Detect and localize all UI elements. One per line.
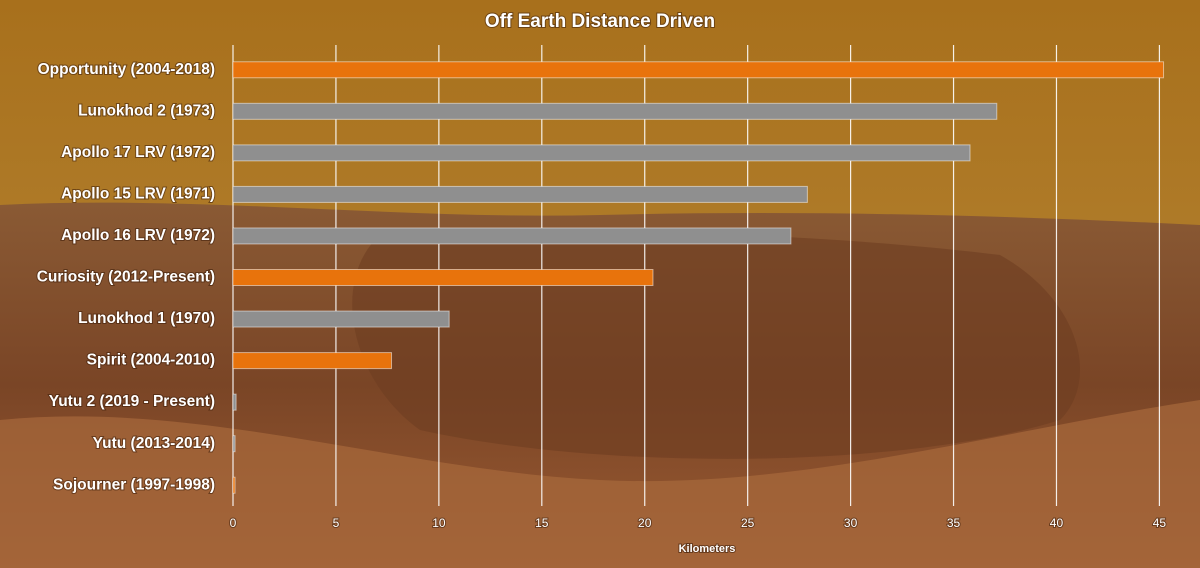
x-tick-label: 40 bbox=[1050, 516, 1064, 530]
x-tick-label: 5 bbox=[333, 516, 340, 530]
y-tick-label: Yutu (2013-2014) bbox=[93, 435, 215, 452]
y-tick-label: Lunokhod 1 (1970) bbox=[78, 310, 215, 327]
bar bbox=[232, 61, 1165, 79]
y-tick-label: Apollo 16 LRV (1972) bbox=[61, 227, 215, 244]
chart-title: Off Earth Distance Driven bbox=[485, 11, 715, 32]
x-axis-label: Kilometers bbox=[679, 543, 736, 555]
x-tick-label: 0 bbox=[230, 516, 237, 530]
x-tick-label: 10 bbox=[432, 516, 446, 530]
x-tick-label: 45 bbox=[1153, 516, 1167, 530]
bar bbox=[232, 352, 393, 370]
y-tick-label: Curiosity (2012-Present) bbox=[37, 269, 215, 286]
bar bbox=[232, 269, 654, 286]
y-tick-label: Lunokhod 2 (1973) bbox=[78, 102, 215, 119]
x-tick-label: 15 bbox=[535, 516, 549, 530]
bar bbox=[232, 102, 998, 120]
bar bbox=[232, 144, 971, 162]
bar bbox=[232, 227, 792, 245]
bar bbox=[232, 310, 450, 328]
y-tick-label: Sojourner (1997-1998) bbox=[53, 476, 215, 493]
bar bbox=[232, 185, 808, 203]
bar bbox=[232, 393, 237, 411]
x-tick-label: 20 bbox=[638, 516, 652, 530]
x-tick-label: 25 bbox=[741, 516, 755, 530]
y-tick-label: Yutu 2 (2019 - Present) bbox=[49, 393, 215, 410]
y-tick-label: Apollo 15 LRV (1971) bbox=[61, 186, 215, 203]
bar bbox=[232, 435, 236, 453]
y-tick-label: Apollo 17 LRV (1972) bbox=[61, 144, 215, 161]
y-tick-label: Spirit (2004-2010) bbox=[87, 352, 215, 369]
x-tick-label: 35 bbox=[947, 516, 961, 530]
x-tick-label: 30 bbox=[844, 516, 858, 530]
y-tick-label: Opportunity (2004-2018) bbox=[38, 61, 215, 78]
bar bbox=[232, 476, 236, 494]
